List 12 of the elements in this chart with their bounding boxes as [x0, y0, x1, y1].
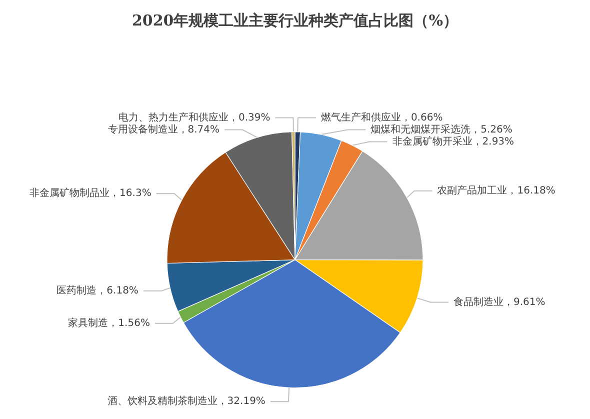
slice-label: 酒、饮料及精制茶制造业，32.19%: [107, 395, 266, 408]
slice-label: 食品制造业，9.61%: [454, 296, 546, 308]
slice-label: 燃气生产和供应业，0.66%: [320, 111, 443, 124]
slice-label: 非金属矿物开采业，2.93%: [392, 135, 514, 148]
slice-label: 烟煤和无烟煤开采选洗，5.26%: [370, 123, 512, 136]
slice-label: 电力、热力生产和供应业，0.39%: [118, 111, 270, 124]
slice-label: 农副产品加工业，16.18%: [437, 184, 556, 196]
slice-label: 非金属矿物制品业，16.3%: [30, 187, 152, 200]
slice-label: 专用设备制造业，8.74%: [108, 123, 220, 136]
chart-title: 2020年规模工业主要行业种类产值占比图（%）: [132, 12, 458, 30]
slice-label: 家具制造，1.56%: [68, 316, 150, 329]
slice-label: 医药制造，6.18%: [56, 284, 138, 296]
